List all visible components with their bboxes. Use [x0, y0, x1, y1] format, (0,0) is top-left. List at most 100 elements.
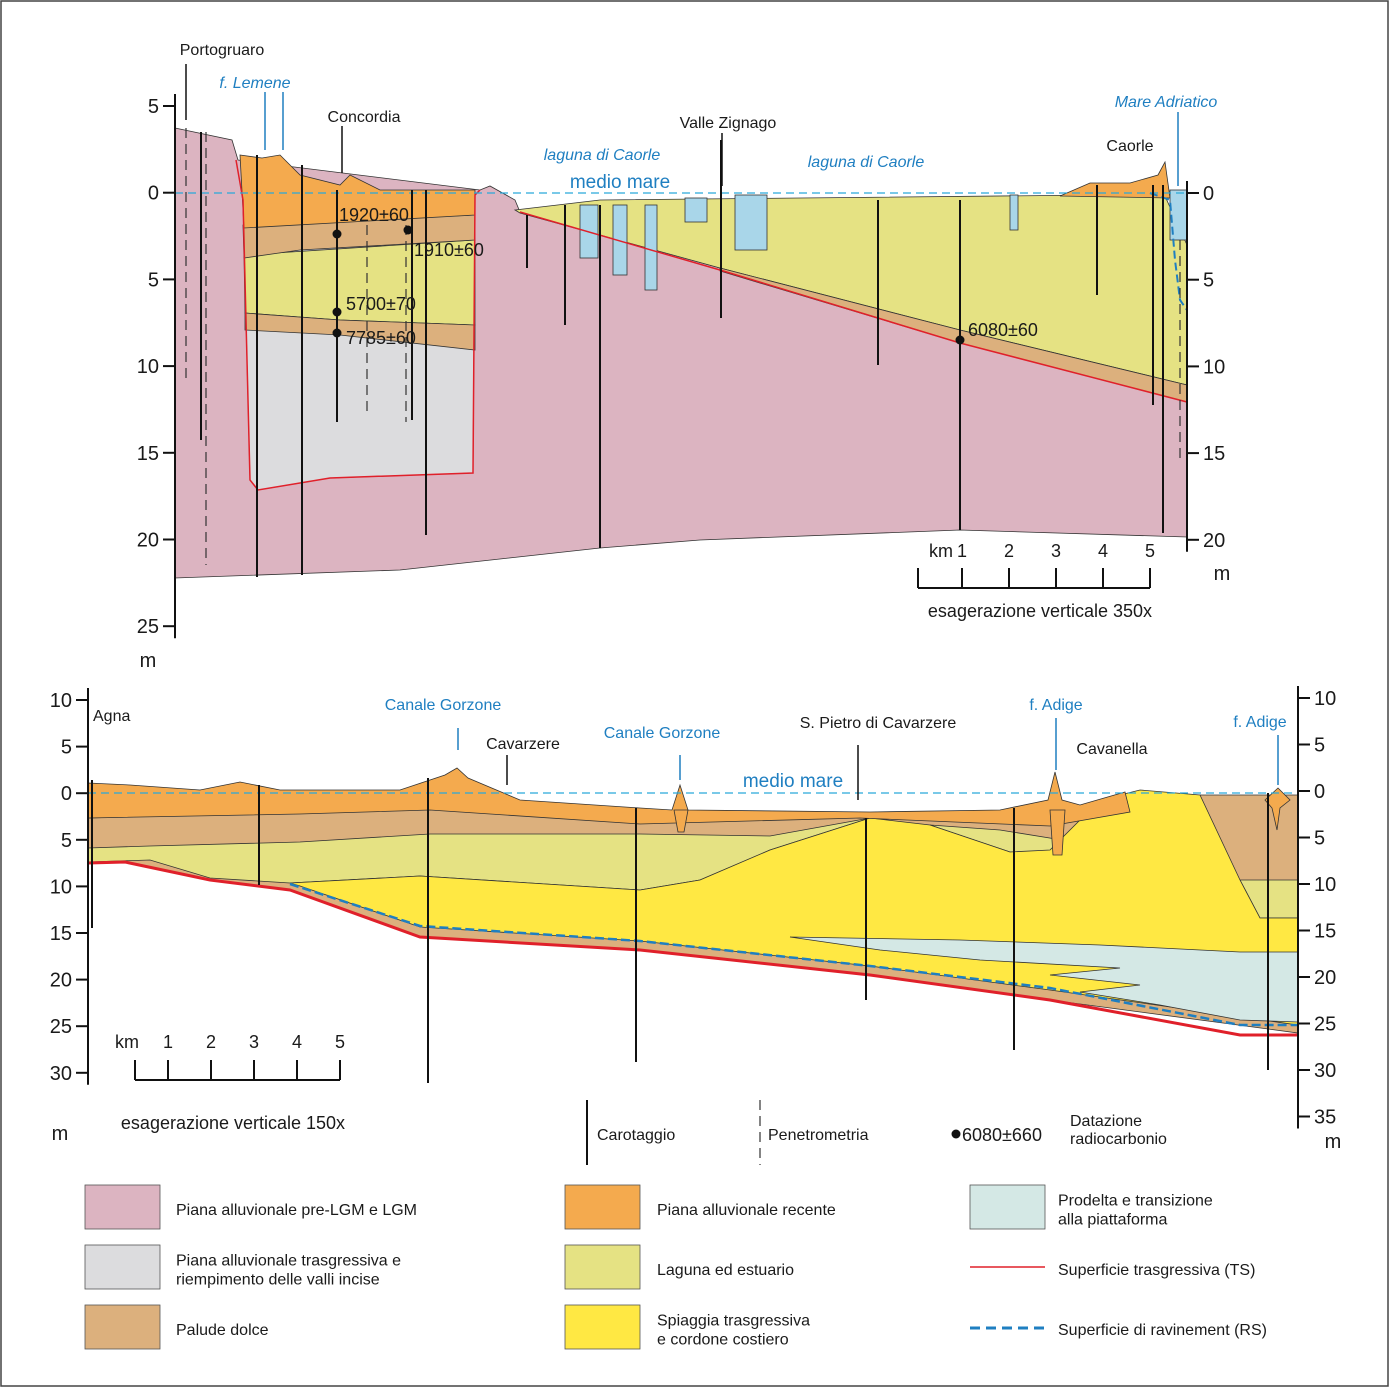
place-label: Agna — [93, 708, 130, 725]
tick-label: 35 — [1314, 1107, 1336, 1129]
tick-label: 5 — [61, 737, 72, 759]
place-label: laguna di Caorle — [808, 154, 925, 171]
place-label: Caorle — [1106, 138, 1153, 155]
place-label: laguna di Caorle — [544, 147, 661, 164]
scale-tick-label: 5 — [335, 1032, 345, 1052]
tick-label: 10 — [1314, 688, 1336, 710]
legend-label: Superficie trasgressiva (TS) — [1058, 1262, 1255, 1279]
dating-point — [956, 336, 965, 345]
legend-label: Prodelta e transizione — [1058, 1193, 1213, 1210]
scale-tick-label: 1 — [957, 541, 967, 561]
legend-swatch — [85, 1305, 160, 1349]
tick-label: 5 — [1314, 828, 1325, 850]
dating-label: 7785±60 — [346, 328, 416, 348]
legend-label: Laguna ed estuario — [657, 1262, 794, 1279]
symbol-label: 6080±660 — [962, 1125, 1042, 1145]
legend-label: Superficie di ravinement (RS) — [1058, 1322, 1267, 1339]
tick-label: 10 — [50, 876, 72, 898]
scale-tick-label: 3 — [1051, 541, 1061, 561]
tick-label: 10 — [1203, 356, 1225, 378]
tick-label: 25 — [1314, 1014, 1336, 1036]
dating-point — [333, 329, 342, 338]
channel — [735, 195, 767, 250]
scale-tick-label: 4 — [292, 1032, 302, 1052]
legend-swatch — [85, 1245, 160, 1289]
scale-unit: km — [115, 1032, 139, 1052]
scale-tick-label: 1 — [163, 1032, 173, 1052]
channel — [1010, 195, 1018, 230]
scale-caption: esagerazione verticale 150x — [121, 1113, 345, 1133]
tick-label: 5 — [1314, 735, 1325, 757]
tick-label: 10 — [137, 356, 159, 378]
axis-unit: m — [140, 650, 157, 672]
dating-point — [333, 230, 342, 239]
tick-label: 0 — [148, 183, 159, 205]
place-label: S. Pietro di Cavarzere — [800, 715, 957, 732]
place-label: Canale Gorzone — [604, 725, 721, 742]
place-label: f. Adige — [1233, 714, 1286, 731]
dating-label: 1920±60 — [339, 205, 409, 225]
place-label: Valle Zignago — [680, 115, 777, 132]
tick-label: 15 — [50, 923, 72, 945]
dating-label: 1910±60 — [414, 240, 484, 260]
dating-point — [404, 226, 413, 235]
tick-label: 0 — [61, 783, 72, 805]
tick-label: 20 — [1203, 530, 1225, 552]
scale-caption: esagerazione verticale 350x — [928, 601, 1152, 621]
symbol-label: Penetrometria — [768, 1127, 869, 1144]
sea-level-label: medio mare — [743, 771, 843, 792]
axis-unit: m — [52, 1123, 69, 1145]
place-label: f. Lemene — [219, 75, 290, 92]
tick-label: 20 — [50, 970, 72, 992]
legend-label: Spiaggia trasgressiva — [657, 1313, 810, 1330]
legend-swatch — [85, 1185, 160, 1229]
legend-swatch — [565, 1305, 640, 1349]
legend-label: Piana alluvionale recente — [657, 1202, 836, 1219]
tick-label: 0 — [1314, 781, 1325, 803]
place-label: Cavanella — [1076, 741, 1147, 758]
place-label: Cavarzere — [486, 736, 560, 753]
tick-label: 5 — [148, 96, 159, 118]
tick-label: 30 — [50, 1063, 72, 1085]
channel-fill — [1050, 810, 1065, 855]
tick-label: 15 — [1314, 921, 1336, 943]
legend-label: e cordone costiero — [657, 1332, 789, 1349]
channel — [685, 198, 707, 222]
channel — [645, 205, 657, 290]
dating-symbol — [952, 1130, 961, 1139]
tick-label: 0 — [1203, 183, 1214, 205]
place-label: Canale Gorzone — [385, 697, 502, 714]
sea-level-label: medio mare — [570, 172, 670, 193]
tick-label: 5 — [1203, 270, 1214, 292]
legend-label: riempimento delle valli incise — [176, 1272, 380, 1289]
tick-label: 5 — [148, 269, 159, 291]
axis-unit: m — [1214, 563, 1231, 585]
scale-tick-label: 4 — [1098, 541, 1108, 561]
legend-swatch — [565, 1245, 640, 1289]
symbol-label: Carotaggio — [597, 1127, 675, 1144]
axis-unit: m — [1325, 1131, 1342, 1153]
tick-label: 20 — [1314, 967, 1336, 989]
place-label: f. Adige — [1029, 697, 1082, 714]
tick-label: 30 — [1314, 1060, 1336, 1082]
tick-label: 20 — [137, 530, 159, 552]
legend-label: Palude dolce — [176, 1322, 269, 1339]
dating-label: 6080±60 — [968, 320, 1038, 340]
dating-point — [333, 308, 342, 317]
tick-label: 15 — [1203, 443, 1225, 465]
tick-label: 10 — [50, 690, 72, 712]
tick-label: 15 — [137, 443, 159, 465]
scale-unit: km — [929, 541, 953, 561]
scale-tick-label: 3 — [249, 1032, 259, 1052]
tick-label: 25 — [137, 616, 159, 638]
place-label: Mare Adriatico — [1115, 94, 1218, 111]
symbol-label: Datazione — [1070, 1113, 1142, 1130]
place-label: Portogruaro — [180, 42, 265, 59]
legend-label: alla piattaforma — [1058, 1212, 1167, 1229]
legend-label: Piana alluvionale pre-LGM e LGM — [176, 1202, 417, 1219]
tick-label: 10 — [1314, 874, 1336, 896]
place-label: Concordia — [328, 109, 401, 126]
figure: 1920±60 1910±60 5700±70 7785±60 6080±60 … — [0, 0, 1389, 1387]
legend-label: Piana alluvionale trasgressiva e — [176, 1253, 401, 1270]
tick-label: 5 — [61, 830, 72, 852]
